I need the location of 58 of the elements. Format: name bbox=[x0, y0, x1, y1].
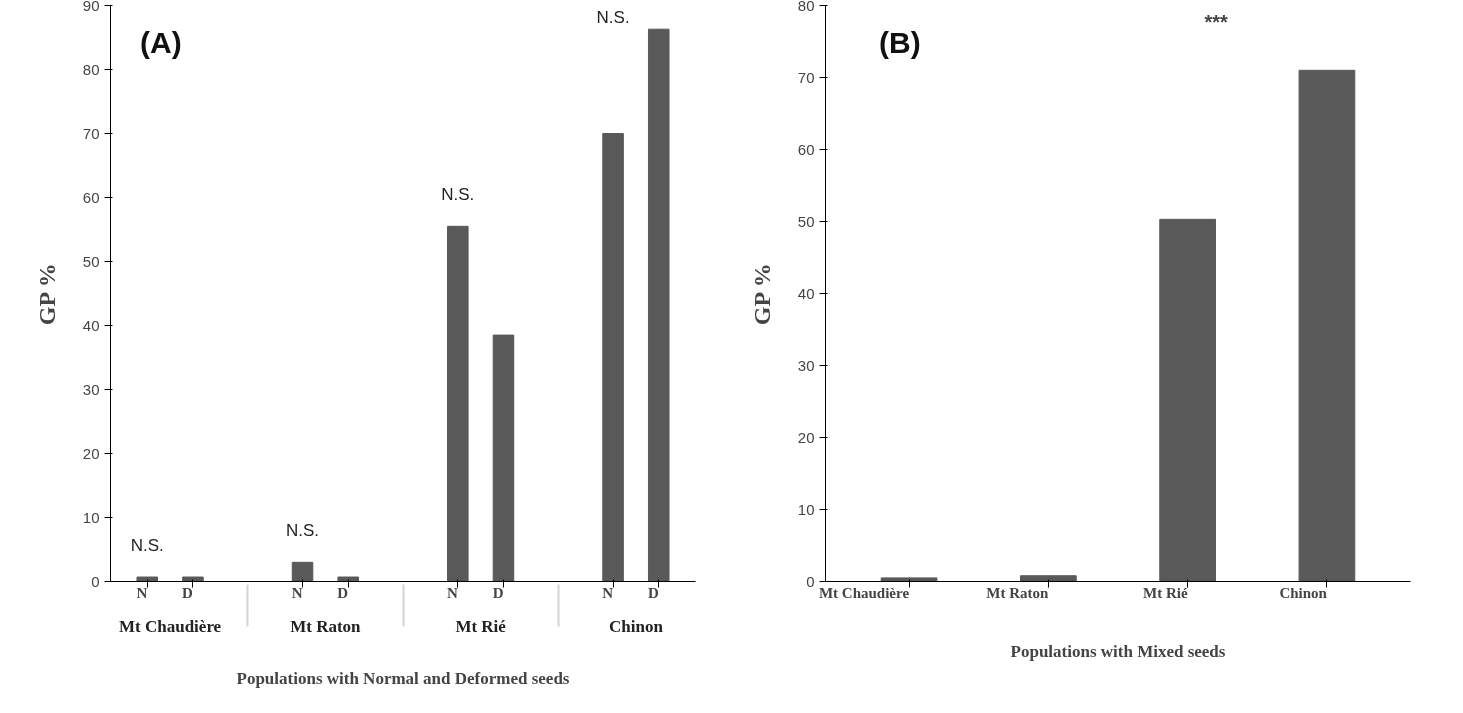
text: N bbox=[291, 584, 303, 601]
series-label: D bbox=[182, 584, 194, 601]
x-tick-label: Chinon bbox=[608, 616, 664, 636]
annotation: N.S. bbox=[596, 7, 630, 27]
bar bbox=[447, 225, 469, 582]
y-tick-label: 20 bbox=[797, 428, 815, 446]
annotation: N.S. bbox=[286, 521, 320, 541]
y-tick-label: 40 bbox=[797, 284, 815, 302]
text: D bbox=[492, 584, 504, 601]
y-tick-label: 70 bbox=[797, 68, 815, 86]
y-tick-label: 60 bbox=[82, 188, 100, 206]
y-tick-label: 20 bbox=[82, 444, 100, 462]
y-tick-label: 0 bbox=[91, 572, 100, 590]
annotation: N.S. bbox=[441, 185, 475, 205]
x-tick-label: Mt Rié bbox=[1143, 584, 1188, 601]
y-tick-label: 80 bbox=[82, 60, 100, 78]
annotation: (A) bbox=[140, 25, 182, 59]
bar bbox=[1159, 218, 1216, 582]
bar bbox=[880, 577, 938, 582]
x-axis-title: Populations with Mixed seeds bbox=[1010, 641, 1226, 661]
bar bbox=[337, 576, 359, 582]
y-tick-label: 30 bbox=[82, 380, 100, 398]
bar bbox=[136, 576, 159, 582]
y-tick-label: 10 bbox=[82, 508, 100, 526]
y-axis-title: GP % bbox=[33, 263, 60, 326]
x-tick-label: Mt Rié bbox=[455, 616, 507, 636]
bar bbox=[492, 334, 515, 582]
annotation: *** bbox=[1204, 10, 1228, 33]
text: N bbox=[602, 584, 614, 601]
y-tick-label: 0 bbox=[806, 572, 815, 590]
bar bbox=[182, 576, 204, 582]
annotation: N.S. bbox=[130, 536, 164, 556]
x-tick-label: Mt Chaudière bbox=[818, 584, 910, 601]
y-tick-label: 90 bbox=[82, 0, 100, 14]
text: N bbox=[446, 584, 458, 601]
y-tick-label: 80 bbox=[797, 0, 815, 14]
y-tick-label: 70 bbox=[82, 124, 100, 142]
y-tick-label: 60 bbox=[797, 140, 815, 158]
bar bbox=[602, 133, 624, 582]
x-tick-label: Mt Chaudière bbox=[119, 616, 222, 636]
bar bbox=[1298, 69, 1356, 582]
y-tick-label: 40 bbox=[82, 316, 100, 334]
x-tick-label: Chinon bbox=[1279, 584, 1328, 601]
series-label: N bbox=[136, 584, 148, 601]
x-tick-label: Mt Raton bbox=[290, 616, 362, 636]
bar bbox=[647, 28, 670, 582]
bar bbox=[291, 561, 314, 582]
y-tick-label: 50 bbox=[82, 252, 100, 270]
y-tick-label: 10 bbox=[797, 500, 815, 518]
bar bbox=[1020, 575, 1077, 582]
y-tick-label: 50 bbox=[797, 212, 815, 230]
annotation: (B) bbox=[879, 25, 921, 59]
text: D bbox=[647, 584, 659, 601]
x-tick-label: Mt Raton bbox=[986, 584, 1050, 601]
text: D bbox=[337, 584, 349, 601]
y-tick-label: 30 bbox=[797, 356, 815, 374]
x-axis-title: Populations with Normal and Deformed seeds bbox=[236, 668, 570, 688]
y-axis-title: GP % bbox=[748, 263, 775, 326]
